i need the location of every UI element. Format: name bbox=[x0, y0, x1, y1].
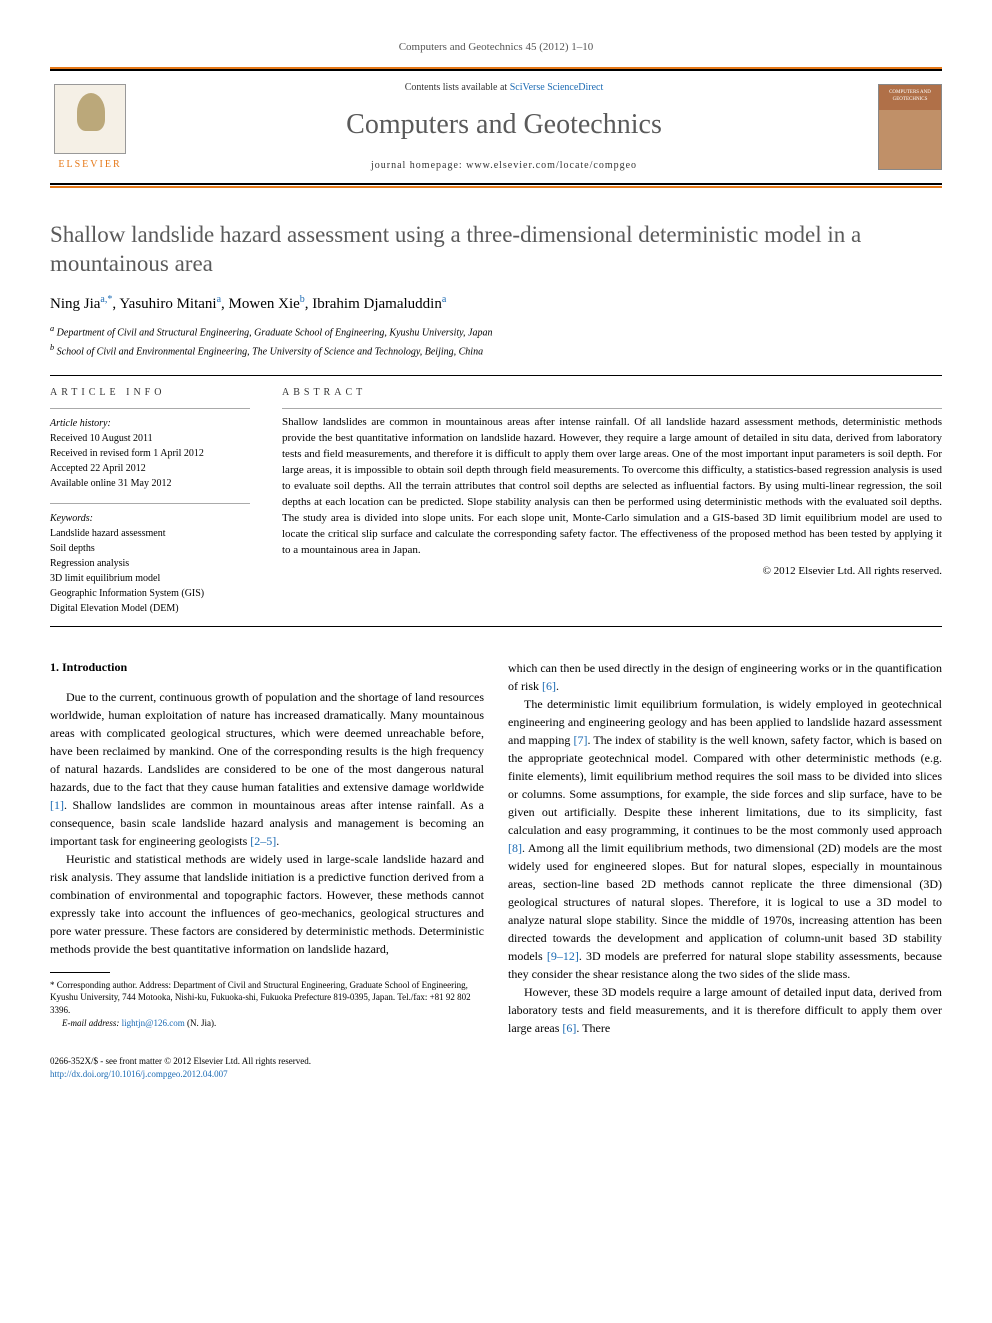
author-1-sup[interactable]: a,* bbox=[100, 294, 112, 305]
paragraph-1: Due to the current, continuous growth of… bbox=[50, 688, 484, 850]
paragraph-3: which can then be used directly in the d… bbox=[508, 659, 942, 695]
contents-line: Contents lists available at SciVerse Sci… bbox=[146, 81, 862, 95]
email-link[interactable]: lightjn@126.com bbox=[122, 1018, 185, 1028]
ref-link-1[interactable]: [1] bbox=[50, 798, 64, 812]
history-line: Available online 31 May 2012 bbox=[50, 476, 250, 491]
footnote-separator bbox=[50, 972, 110, 973]
body-text-left: Due to the current, continuous growth of… bbox=[50, 688, 484, 958]
keyword: Landslide hazard assessment bbox=[50, 526, 250, 541]
homepage-line: journal homepage: www.elsevier.com/locat… bbox=[146, 159, 862, 173]
author-1: Ning Jiaa,* bbox=[50, 296, 112, 312]
affiliation-b: b School of Civil and Environmental Engi… bbox=[50, 342, 942, 359]
article-title: Shallow landslide hazard assessment usin… bbox=[50, 220, 942, 280]
sciencedirect-link[interactable]: SciVerse ScienceDirect bbox=[510, 82, 604, 93]
info-divider-2 bbox=[50, 503, 250, 504]
keyword: Regression analysis bbox=[50, 556, 250, 571]
history-heading: Article history: bbox=[50, 417, 250, 431]
ref-link-6b[interactable]: [6] bbox=[562, 1021, 576, 1035]
footnote-text: Corresponding author. Address: Departmen… bbox=[50, 980, 471, 1015]
body-columns: 1. Introduction Due to the current, cont… bbox=[50, 659, 942, 1037]
elsevier-logo[interactable]: ELSEVIER bbox=[50, 82, 130, 172]
abstract-copyright: © 2012 Elsevier Ltd. All rights reserved… bbox=[282, 564, 942, 579]
bottom-publication-info: 0266-352X/$ - see front matter © 2012 El… bbox=[50, 1055, 942, 1080]
affiliations: a Department of Civil and Structural Eng… bbox=[50, 323, 942, 359]
paragraph-5: However, these 3D models require a large… bbox=[508, 983, 942, 1037]
keywords-body: Landslide hazard assessment Soil depths … bbox=[50, 526, 250, 616]
abstract-divider bbox=[282, 408, 942, 409]
keywords-heading: Keywords: bbox=[50, 512, 250, 526]
author-3-sup[interactable]: b bbox=[300, 294, 305, 305]
keyword: Soil depths bbox=[50, 541, 250, 556]
author-4-sup[interactable]: a bbox=[442, 294, 446, 305]
divider-2 bbox=[50, 626, 942, 627]
author-4: Ibrahim Djamaluddina bbox=[312, 296, 446, 312]
email-label: E-mail address: bbox=[62, 1018, 122, 1028]
history-line: Received 10 August 2011 bbox=[50, 431, 250, 446]
doi-link[interactable]: http://dx.doi.org/10.1016/j.compgeo.2012… bbox=[50, 1069, 228, 1079]
section-1-heading: 1. Introduction bbox=[50, 659, 484, 676]
author-2: Yasuhiro Mitania bbox=[119, 296, 221, 312]
left-column: 1. Introduction Due to the current, cont… bbox=[50, 659, 484, 1037]
history-line: Received in revised form 1 April 2012 bbox=[50, 446, 250, 461]
ref-link-6a[interactable]: [6] bbox=[542, 679, 556, 693]
affiliation-a: a Department of Civil and Structural Eng… bbox=[50, 323, 942, 340]
footnote-asterisk: * bbox=[50, 980, 57, 990]
elsevier-label: ELSEVIER bbox=[58, 158, 121, 172]
article-info-column: ARTICLE INFO Article history: Received 1… bbox=[50, 386, 250, 616]
ref-link-2-5[interactable]: [2–5] bbox=[250, 834, 276, 848]
history-line: Accepted 22 April 2012 bbox=[50, 461, 250, 476]
keyword: 3D limit equilibrium model bbox=[50, 571, 250, 586]
journal-header: ELSEVIER Contents lists available at Sci… bbox=[50, 69, 942, 184]
paragraph-2: Heuristic and statistical methods are wi… bbox=[50, 850, 484, 958]
body-text-right: which can then be used directly in the d… bbox=[508, 659, 942, 1037]
footnote-corresponding: * Corresponding author. Address: Departm… bbox=[50, 979, 484, 1017]
article-info-heading: ARTICLE INFO bbox=[50, 386, 250, 400]
keyword: Digital Elevation Model (DEM) bbox=[50, 601, 250, 616]
ref-link-8[interactable]: [8] bbox=[508, 841, 522, 855]
abstract-heading: ABSTRACT bbox=[282, 386, 942, 400]
abstract-column: ABSTRACT Shallow landslides are common i… bbox=[282, 386, 942, 616]
keyword: Geographic Information System (GIS) bbox=[50, 586, 250, 601]
journal-reference: Computers and Geotechnics 45 (2012) 1–10 bbox=[50, 40, 942, 55]
author-3: Mowen Xieb bbox=[229, 296, 305, 312]
homepage-prefix: journal homepage: bbox=[371, 160, 466, 171]
info-divider-1 bbox=[50, 408, 250, 409]
divider-1 bbox=[50, 375, 942, 376]
contents-prefix: Contents lists available at bbox=[405, 82, 510, 93]
elsevier-tree-icon bbox=[54, 84, 126, 154]
right-column: which can then be used directly in the d… bbox=[508, 659, 942, 1037]
info-abstract-row: ARTICLE INFO Article history: Received 1… bbox=[50, 386, 942, 616]
abstract-text: Shallow landslides are common in mountai… bbox=[282, 415, 942, 558]
journal-name: Computers and Geotechnics bbox=[146, 105, 862, 144]
homepage-url[interactable]: www.elsevier.com/locate/compgeo bbox=[466, 160, 637, 171]
author-2-sup[interactable]: a bbox=[217, 294, 221, 305]
authors-line: Ning Jiaa,*, Yasuhiro Mitania, Mowen Xie… bbox=[50, 293, 942, 315]
header-center: Contents lists available at SciVerse Sci… bbox=[146, 81, 862, 172]
paragraph-4: The deterministic limit equilibrium form… bbox=[508, 695, 942, 983]
journal-cover-thumbnail[interactable]: COMPUTERS AND GEOTECHNICS bbox=[878, 84, 942, 170]
email-suffix: (N. Jia). bbox=[185, 1018, 217, 1028]
orange-bottom-bar bbox=[50, 186, 942, 188]
history-body: Received 10 August 2011 Received in revi… bbox=[50, 431, 250, 491]
footnote-email: E-mail address: lightjn@126.com (N. Jia)… bbox=[50, 1017, 484, 1030]
ref-link-9-12[interactable]: [9–12] bbox=[547, 949, 579, 963]
ref-link-7[interactable]: [7] bbox=[573, 733, 587, 747]
issn-line: 0266-352X/$ - see front matter © 2012 El… bbox=[50, 1055, 942, 1068]
